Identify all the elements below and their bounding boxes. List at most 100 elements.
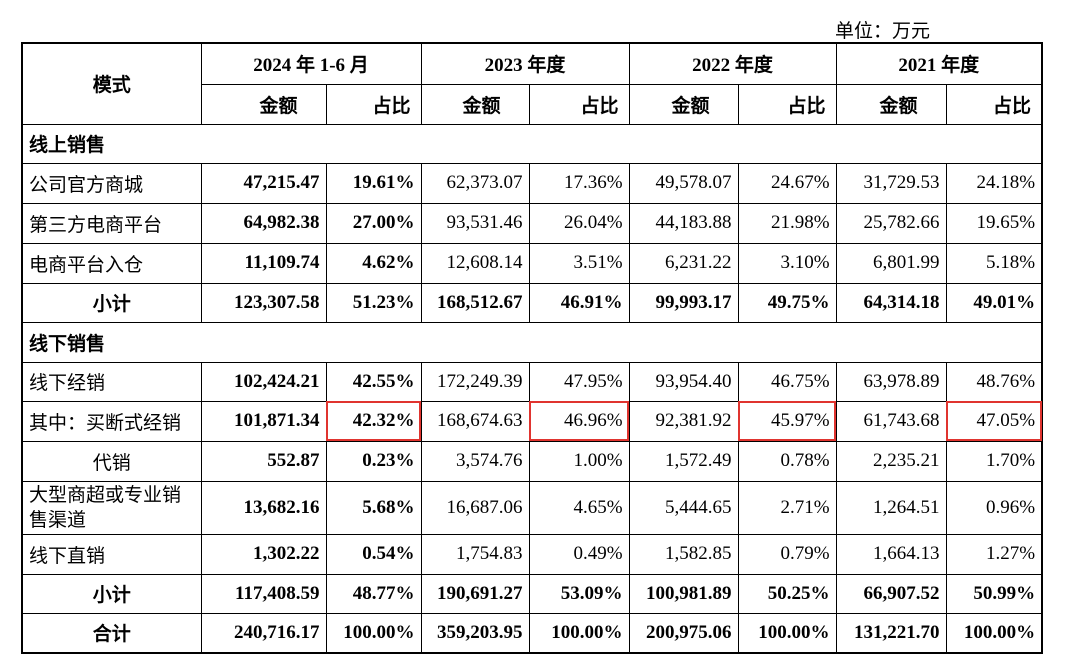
value-cell: 16,687.06 [420,480,530,535]
value-cell: 50.99% [945,573,1043,614]
value-cell: 6,801.99 [835,242,947,284]
sub-header: 占比 [945,83,1043,125]
value-cell: 0.23% [325,440,422,482]
table-row: 其中：买断式经销 101,871.34 42.32% 168,674.63 46.96%… [21,400,1043,442]
value-cell: 131,221.70 [835,612,947,654]
row-label: 小计 [21,573,202,614]
value-cell: 63,978.89 [835,361,947,402]
value-cell: 2.71% [737,480,837,535]
value-cell: 240,716.17 [200,612,327,654]
value-cell: 92,381.92 [628,400,739,442]
value-cell: 0.49% [528,533,630,575]
table-row: 公司官方商城 47,215.47 19.61% 62,373.07 17.36% 49,5… [21,162,1043,204]
value-cell: 5,444.65 [628,480,739,535]
sub-header: 占比 [528,83,630,125]
value-cell: 1,302.22 [200,533,327,575]
table-row: 线上销售 [21,123,1043,164]
value-cell: 42.55% [325,361,422,402]
value-cell: 190,691.27 [420,573,530,614]
table-row: 代销 552.87 0.23% 3,574.76 1.00% 1,572.49 0.78% 2… [21,440,1043,482]
value-cell: 21.98% [737,202,837,244]
value-cell: 49.01% [945,282,1043,323]
value-cell: 4.65% [528,480,630,535]
value-cell: 102,424.21 [200,361,327,402]
sales-table: 模式 2024 年 1-6 月 2023 年度 2022 年度 2021 年度 金额 占比金… [21,42,1044,654]
value-cell: 172,249.39 [420,361,530,402]
value-cell: 1,572.49 [628,440,739,482]
value-cell: 62,373.07 [420,162,530,204]
value-cell: 100.00% [737,612,837,654]
value-cell: 17.36% [528,162,630,204]
value-cell: 168,674.63 [420,400,530,442]
period-header: 2023 年度 [420,42,630,85]
value-cell: 1,264.51 [835,480,947,535]
table-row: 小计 117,408.59 48.77% 190,691.27 53.09% 100,98… [21,573,1043,614]
value-cell: 19.65% [945,202,1043,244]
row-label: 线下直销 [21,533,202,575]
period-header: 2024 年 1-6 月 [200,42,422,85]
value-cell: 552.87 [200,440,327,482]
value-cell: 100.00% [325,612,422,654]
section-label: 线下销售 [21,321,1043,363]
value-cell: 0.96% [945,480,1043,535]
value-cell: 1,664.13 [835,533,947,575]
value-cell: 64,314.18 [835,282,947,323]
row-label: 电商平台入仓 [21,242,202,284]
value-cell: 27.00% [325,202,422,244]
value-cell: 47.05% [945,400,1043,442]
table-row: 合计 240,716.17 100.00% 359,203.95 100.00% 200,… [21,612,1043,654]
unit-note: 单位：万元 [835,21,931,42]
value-cell: 93,954.40 [628,361,739,402]
value-cell: 123,307.58 [200,282,327,323]
value-cell: 200,975.06 [628,612,739,654]
value-cell: 100.00% [945,612,1043,654]
value-cell: 66,907.52 [835,573,947,614]
value-cell: 49.75% [737,282,837,323]
value-cell: 99,993.17 [628,282,739,323]
header-row: 金额 占比 金额 占比 金额 占比 金额 占比 [22,83,1043,125]
value-cell: 101,871.34 [200,400,327,442]
row-label: 第三方电商平台 [21,202,202,244]
header-cell: 模式 [21,42,202,125]
sub-header: 占比 [737,83,837,125]
sub-header: 金额 [628,83,739,125]
value-cell: 42.32% [325,400,422,442]
value-cell: 0.79% [737,533,837,575]
section-label: 线上销售 [21,123,1043,164]
sub-header: 金额 [200,83,327,125]
table-row: 电商平台入仓 11,109.74 4.62% 12,608.14 3.51% 6,231.… [21,242,1043,284]
value-cell: 93,531.46 [420,202,530,244]
row-label: 小计 [21,282,202,323]
value-cell: 0.54% [325,533,422,575]
value-cell: 13,682.16 [200,480,327,535]
value-cell: 117,408.59 [200,573,327,614]
value-cell: 49,578.07 [628,162,739,204]
value-cell: 53.09% [528,573,630,614]
period-header: 2022 年度 [628,42,837,85]
value-cell: 1.00% [528,440,630,482]
value-cell: 26.04% [528,202,630,244]
value-cell: 2,235.21 [835,440,947,482]
value-cell: 47,215.47 [200,162,327,204]
value-cell: 64,982.38 [200,202,327,244]
value-cell: 3,574.76 [420,440,530,482]
value-cell: 1,754.83 [420,533,530,575]
header-row: 模式 2024 年 1-6 月 2023 年度 2022 年度 2021 年度 [21,42,1043,125]
table-row: 线下直销 1,302.22 0.54% 1,754.83 0.49% 1,582.85 0.… [21,533,1043,575]
value-cell: 1,582.85 [628,533,739,575]
value-cell: 51.23% [325,282,422,323]
table-header: 模式 2024 年 1-6 月 2023 年度 2022 年度 2021 年度 金额 占比金… [21,42,1043,125]
sub-header: 金额 [420,83,530,125]
value-cell: 100,981.89 [628,573,739,614]
value-cell: 12,608.14 [420,242,530,284]
value-cell: 11,109.74 [200,242,327,284]
value-cell: 1.27% [945,533,1043,575]
value-cell: 50.25% [737,573,837,614]
value-cell: 45.97% [737,400,837,442]
value-cell: 47.95% [528,361,630,402]
table-row: 线下经销 102,424.21 42.55% 172,249.39 47.95% 93,9… [21,361,1043,402]
value-cell: 3.10% [737,242,837,284]
table-row: 第三方电商平台 64,982.38 27.00% 93,531.46 26.04% 44,… [21,202,1043,244]
row-label: 公司官方商城 [21,162,202,204]
value-cell: 3.51% [528,242,630,284]
